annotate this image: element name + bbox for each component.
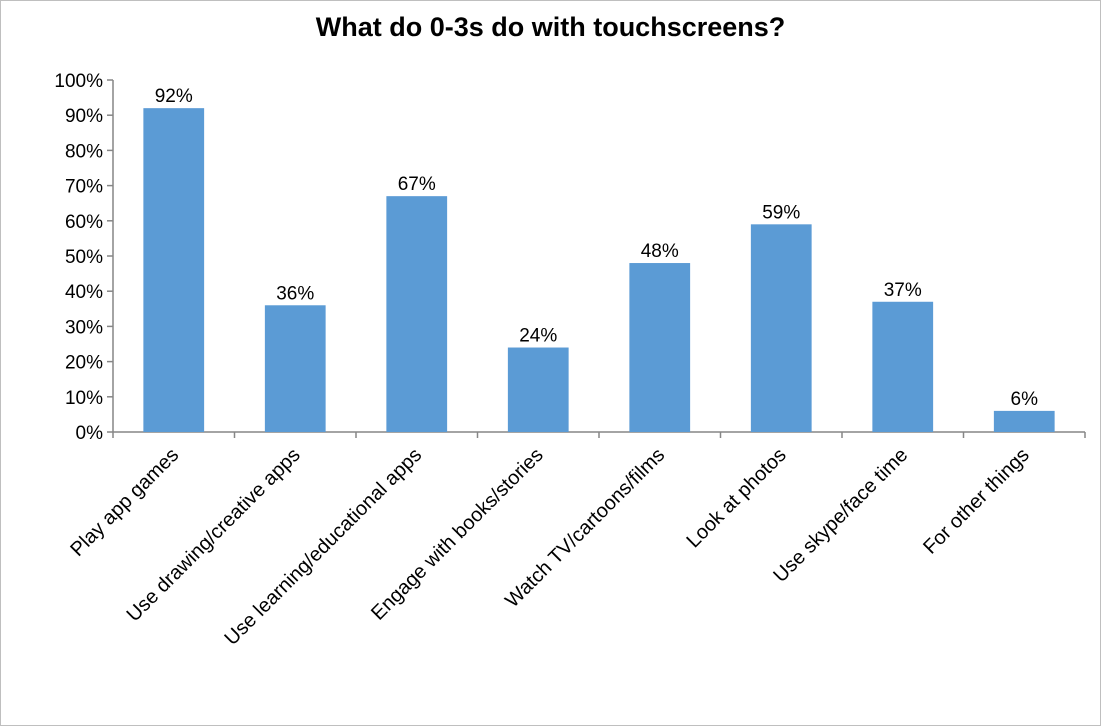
y-tick-label: 70% (65, 177, 103, 198)
bar (629, 263, 691, 432)
category-label: For other things (919, 444, 1034, 559)
y-tick-label: 100% (54, 71, 103, 92)
data-label: 59% (762, 202, 800, 223)
bar (143, 108, 205, 432)
category-label: Use skype/face time (769, 444, 912, 587)
y-tick-label: 50% (65, 247, 103, 268)
y-tick-label: 90% (65, 106, 103, 127)
bar (386, 196, 448, 432)
bar (872, 301, 934, 432)
y-tick-label: 30% (65, 317, 103, 338)
data-label: 24% (519, 326, 557, 347)
bar (993, 410, 1055, 432)
y-axis: 0% 10% 20% 30% 40% 50% 60% 70% 80% 90% 100% (54, 71, 114, 444)
data-label: 67% (398, 174, 436, 195)
category-label: Play app games (66, 444, 183, 561)
y-tick-label: 80% (65, 141, 103, 162)
category-label: Use learning/educational apps (220, 444, 426, 650)
data-label: 6% (1011, 389, 1039, 410)
data-label: 36% (276, 283, 314, 304)
data-label: 92% (155, 86, 193, 107)
y-tick-label: 10% (65, 388, 103, 409)
data-label: 48% (641, 241, 679, 262)
bar (507, 347, 569, 432)
data-label: 37% (884, 280, 922, 301)
x-axis (112, 431, 1086, 438)
bar (264, 305, 326, 432)
y-tick-label: 60% (65, 212, 103, 233)
bar (750, 224, 812, 432)
y-tick-label: 0% (76, 423, 104, 444)
y-tick-label: 40% (65, 282, 103, 303)
category-label: Look at photos (682, 444, 790, 552)
bars (143, 108, 1055, 432)
data-labels: 92% 36% 67% 24% 48% 59% 37% 6% (155, 86, 1038, 410)
chart-title: What do 0-3s do with touchscreens? (315, 12, 786, 42)
y-tick-label: 20% (65, 353, 103, 374)
